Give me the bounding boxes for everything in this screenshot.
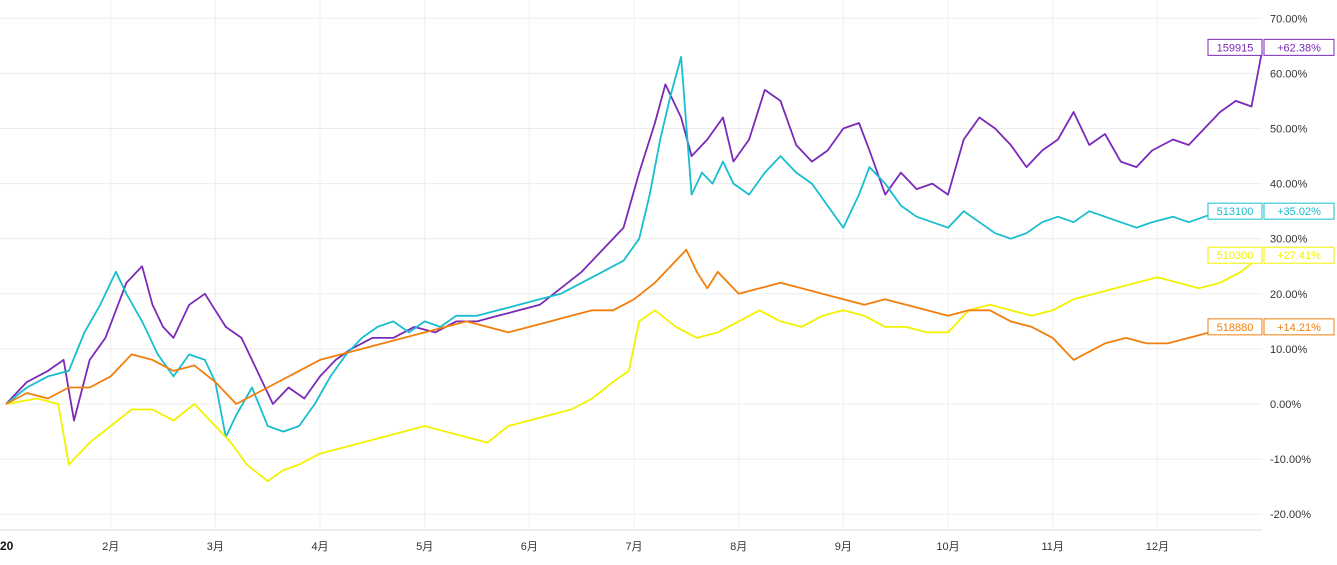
- y-tick-label: 60.00%: [1270, 68, 1308, 80]
- series-line-510300: [5, 254, 1263, 482]
- x-tick-label: 4月: [311, 541, 328, 553]
- series-tag-value-box: [1263, 202, 1335, 220]
- series-tag-name: 518880: [1217, 322, 1254, 334]
- series-tag-value: +14.21%: [1277, 322, 1321, 334]
- series-tag-name: 159915: [1217, 42, 1254, 54]
- x-tick-label: 8月: [730, 541, 747, 553]
- series-tag-name-box: [1207, 318, 1263, 336]
- x-tick-label: 3月: [207, 541, 224, 553]
- series-end-tags: 159915 +62.38%513100 +35.02%510300 +27.41%5…: [1207, 38, 1335, 336]
- y-tick-label: 0.00%: [1270, 399, 1301, 411]
- series-tag-513100: 513100 +35.02%: [1207, 202, 1335, 220]
- x-tick-label: 6月: [521, 541, 538, 553]
- x-tick-label: 2月: [102, 541, 119, 553]
- series-lines: [5, 51, 1263, 482]
- series-tag-name: 510300: [1217, 250, 1254, 262]
- y-tick-label: -20.00%: [1270, 509, 1311, 521]
- x-tick-label: 20: [0, 539, 14, 553]
- y-tick-label: 70.00%: [1270, 13, 1308, 25]
- series-tag-name: 513100: [1217, 206, 1254, 218]
- series-tag-name-box: [1207, 246, 1263, 264]
- series-tag-value: +27.41%: [1277, 250, 1321, 262]
- x-tick-label: 12月: [1146, 541, 1169, 553]
- series-tag-value-box: [1263, 38, 1335, 56]
- series-tag-value: +62.38%: [1277, 42, 1321, 54]
- series-line-159915: [5, 51, 1263, 422]
- x-tick-label: 7月: [625, 541, 642, 553]
- series-line-518880: [5, 248, 1262, 405]
- series-tag-name-box: [1207, 38, 1263, 56]
- y-tick-label: 20.00%: [1270, 289, 1308, 301]
- x-tick-label: 9月: [835, 541, 852, 553]
- series-tag-value-box: [1263, 246, 1335, 264]
- series-line-513100: [5, 56, 1262, 438]
- axes: 70.00% 60.00% 50.00% 40.00% 30.00% 20.00% 10.0…: [0, 13, 1311, 553]
- series-tag-value: +35.02%: [1277, 206, 1321, 218]
- x-tick-label: 5月: [416, 541, 433, 553]
- y-tick-label: 50.00%: [1270, 124, 1308, 136]
- series-tag-value-box: [1263, 318, 1335, 336]
- series-tag-518880: 518880 +14.21%: [1207, 318, 1335, 336]
- y-tick-label: -10.00%: [1270, 454, 1311, 466]
- x-tick-label: 10月: [936, 541, 959, 553]
- series-tag-510300: 510300 +27.41%: [1207, 246, 1335, 264]
- series-tag-159915: 159915 +62.38%: [1207, 38, 1335, 56]
- y-tick-label: 30.00%: [1270, 234, 1308, 246]
- x-tick-label: 11月: [1041, 541, 1063, 553]
- y-tick-label: 40.00%: [1270, 179, 1308, 191]
- y-tick-label: 10.00%: [1270, 344, 1308, 356]
- grid: [0, 0, 1262, 530]
- series-tag-name-box: [1207, 202, 1263, 220]
